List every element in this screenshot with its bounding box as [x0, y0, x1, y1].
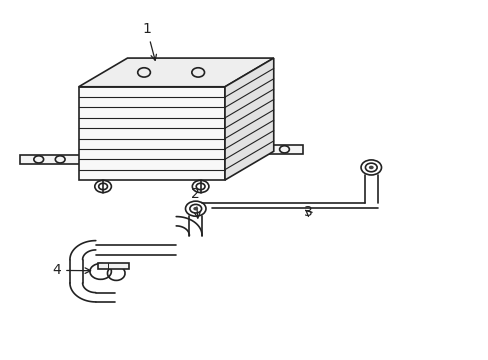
Polygon shape	[220, 145, 303, 154]
Text: 3: 3	[303, 205, 312, 219]
Polygon shape	[98, 263, 129, 269]
Polygon shape	[224, 58, 273, 180]
Circle shape	[368, 166, 373, 169]
Circle shape	[193, 207, 198, 211]
Polygon shape	[79, 58, 273, 87]
Text: 1: 1	[142, 22, 156, 60]
Polygon shape	[79, 87, 224, 180]
Polygon shape	[20, 155, 83, 164]
Text: 2: 2	[191, 187, 200, 218]
Text: 4: 4	[52, 264, 90, 277]
